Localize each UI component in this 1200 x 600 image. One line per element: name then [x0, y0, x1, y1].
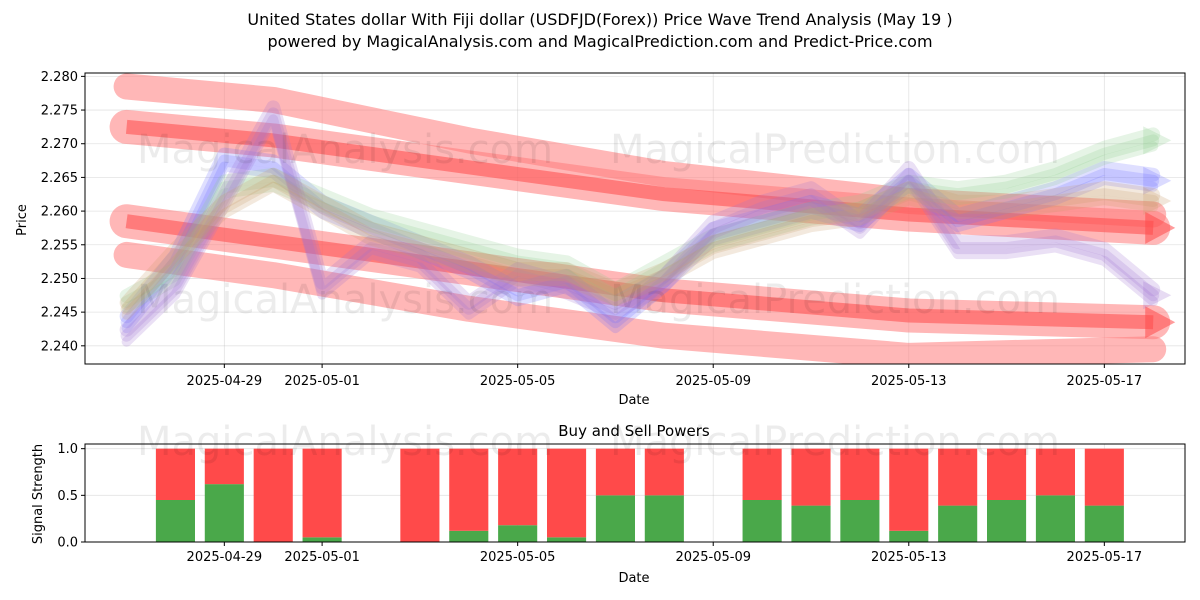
price-ytick-label: 2.270: [41, 137, 78, 152]
sell-bar: [938, 448, 978, 506]
signal-title: Buy and Sell Powers: [558, 422, 710, 440]
sell-bar: [498, 448, 538, 526]
sell-bar: [547, 448, 587, 538]
signal-ytick-label: 0.5: [57, 489, 78, 504]
wave-wave-green-stroke: [120, 134, 1160, 308]
buy-bar: [547, 537, 587, 542]
chart-title-line1: United States dollar With Fiji dollar (U…: [247, 10, 952, 29]
sell-bar: [1084, 448, 1124, 506]
watermark-prediction-bottom: MagicalPrediction.com: [610, 419, 1060, 465]
signal-xtick-label: 2025-05-09: [675, 550, 751, 565]
buy-bar: [302, 537, 342, 542]
buy-bar: [791, 505, 831, 542]
price-y-label: Price: [15, 204, 30, 236]
sell-bar: [742, 448, 782, 500]
trend-arrowhead-lower-trend: [1145, 306, 1176, 339]
wave-wave-purple-stroke: [121, 114, 1159, 347]
buy-bar: [644, 495, 684, 542]
price-xtick-label: 2025-05-09: [675, 374, 751, 389]
price-ytick-label: 2.275: [41, 104, 78, 119]
sell-bar: [1035, 448, 1075, 496]
wave-wave-purple-stroke: [120, 107, 1160, 342]
wave-wave-green-stroke: [119, 127, 1161, 303]
price-ytick-label: 2.265: [41, 171, 78, 186]
buy-bar: [449, 530, 489, 542]
sell-bar: [253, 448, 293, 542]
trend-band-outer-trend: [113, 73, 1167, 228]
signal-x-label: Date: [618, 571, 649, 586]
signal-ytick-label: 1.0: [57, 442, 78, 457]
price-ytick-label: 2.240: [41, 339, 78, 354]
trend-arrow-lower-trend: [125, 214, 1154, 330]
price-panel: MagicalAnalysis.com MagicalPrediction.co…: [15, 70, 1186, 408]
trend-arrowhead-upper-trend: [1145, 211, 1176, 244]
signal-xtick-label: 2025-04-29: [187, 550, 263, 565]
price-ytick-label: 2.260: [41, 205, 78, 220]
sell-bar: [302, 448, 342, 538]
watermark-prediction-top: MagicalPrediction.com: [610, 127, 1060, 173]
price-axes-frame: [84, 72, 1186, 365]
buy-bar: [840, 500, 880, 542]
buy-bar: [595, 495, 635, 542]
price-ytick-label: 2.250: [41, 272, 78, 287]
sell-bar: [840, 448, 880, 500]
buy-bar: [498, 525, 538, 542]
price-xtick-label: 2025-05-01: [284, 374, 360, 389]
wave-wave-green-arrowhead: [1143, 126, 1172, 155]
signal-y-label: Signal Strength: [31, 444, 46, 544]
price-xtick-label: 2025-04-29: [187, 374, 263, 389]
buy-bar: [1084, 505, 1124, 542]
watermark-analysis-top: MagicalAnalysis.com: [137, 127, 553, 173]
sell-bar: [644, 448, 684, 496]
buy-bar: [1035, 495, 1075, 542]
signal-panel: Buy and Sell Powers MagicalAnalysis.com …: [31, 419, 1186, 586]
wave-wave-blue-arrowhead: [1143, 166, 1172, 195]
price-xtick-label: 2025-05-05: [480, 374, 556, 389]
watermark-analysis-bottom: MagicalAnalysis.com: [137, 419, 553, 465]
signal-xtick-label: 2025-05-01: [284, 550, 360, 565]
price-ytick-label: 2.245: [41, 306, 78, 321]
signal-ytick-label: 0.0: [57, 536, 78, 551]
sell-bar: [155, 448, 195, 500]
wave-wave-blue-stroke: [120, 154, 1160, 329]
sell-bar: [889, 448, 929, 531]
buy-bar: [987, 500, 1027, 542]
wave-wave-green-stroke: [121, 141, 1159, 313]
trend-arrow-upper-trend: [125, 119, 1154, 235]
price-x-label: Date: [618, 393, 649, 408]
sell-bar: [204, 448, 244, 485]
price-xtick-label: 2025-05-17: [1067, 374, 1143, 389]
wave-wave-blue-stroke: [119, 147, 1161, 324]
sell-bar: [400, 448, 440, 542]
sell-bar: [449, 448, 489, 531]
sell-bar: [987, 448, 1027, 500]
wave-wave-blue-stroke: [121, 161, 1159, 334]
signal-xtick-label: 2025-05-17: [1067, 550, 1143, 565]
wave-wave-purple-arrowhead: [1143, 281, 1172, 310]
buy-bar: [938, 505, 978, 542]
buy-bar: [155, 500, 195, 542]
signal-xtick-label: 2025-05-13: [871, 550, 947, 565]
price-xtick-label: 2025-05-13: [871, 374, 947, 389]
sell-bar: [791, 448, 831, 506]
signal-axes-frame: [84, 443, 1186, 543]
wave-wave-tan-stroke: [119, 167, 1161, 310]
signal-xtick-label: 2025-05-05: [480, 550, 556, 565]
wave-wave-purple-stroke: [119, 100, 1161, 337]
buy-bar: [889, 530, 929, 542]
wave-wave-tan-stroke: [120, 174, 1160, 315]
trend-band-bottom-trend: [113, 241, 1167, 364]
wave-wave-tan-arrowhead: [1143, 186, 1172, 215]
chart-title-line2: powered by MagicalAnalysis.com and Magic…: [267, 32, 932, 51]
price-ytick-label: 2.255: [41, 238, 78, 253]
sell-bar: [595, 448, 635, 496]
watermark-analysis-mid: MagicalAnalysis.com: [137, 277, 553, 323]
watermark-prediction-mid: MagicalPrediction.com: [610, 277, 1060, 323]
buy-bar: [742, 500, 782, 542]
buy-bar: [204, 484, 244, 542]
price-ytick-label: 2.280: [41, 70, 78, 85]
wave-wave-tan-stroke: [121, 181, 1159, 320]
